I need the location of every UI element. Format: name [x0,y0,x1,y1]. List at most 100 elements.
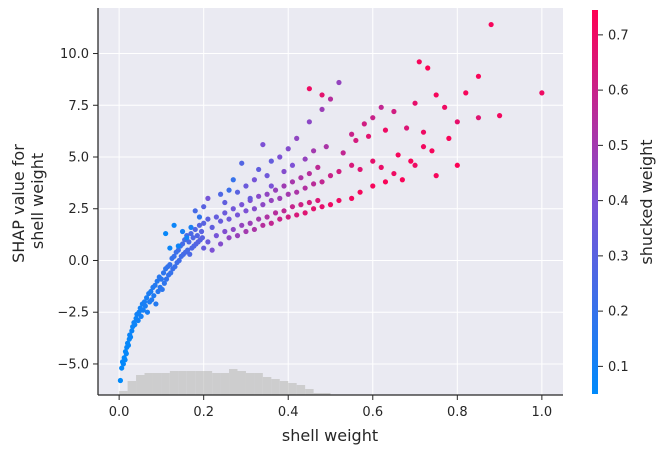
scatter-point-10 [125,342,132,348]
scatter-point-101 [239,222,245,228]
scatter-point-97 [230,226,236,233]
scatter-point-69 [187,251,193,257]
scatter-point-21 [136,309,142,315]
histogram-bar-9 [195,371,204,395]
scatter-point-96 [230,206,236,212]
scatter-point-55 [172,264,178,270]
scatter-point-140 [327,173,334,179]
histogram-bar-3 [144,373,153,395]
scatter-point-45 [161,280,167,286]
scatter-points [117,21,545,384]
y-tick-label-6: 10.0 [60,47,89,62]
scatter-point-160 [184,235,190,241]
scatter-point-131 [302,210,308,216]
scatter-point-191 [488,21,494,28]
x-tick-label-2: 0.4 [278,405,299,420]
scatter-point-179 [370,115,376,121]
scatter-point-203 [217,191,224,197]
scatter-point-221 [408,158,414,164]
scatter-point-108 [256,193,262,199]
scatter-point-62 [179,241,186,247]
histogram-bar-21 [296,385,306,395]
x-tick-label-1: 0.2 [193,405,214,420]
scatter-point-3 [120,361,126,367]
y-axis-title-line-2: shell weight [28,153,47,249]
scatter-point-76 [194,233,200,239]
scatter-point-123 [285,214,291,220]
scatter-point-157 [454,162,460,168]
colorbar-tick-label-6: 0.7 [608,28,629,43]
scatter-point-128 [298,175,304,181]
histogram-bar-17 [262,377,272,395]
y-tick-label-0: −5.0 [57,357,89,372]
scatter-point-182 [403,125,410,131]
scatter-point-129 [298,202,304,208]
histogram-bar-8 [186,371,196,395]
scatter-point-44 [160,270,167,276]
scatter-point-29 [144,309,151,315]
scatter-point-114 [268,197,274,204]
colorbar-tick-label-3: 0.4 [608,194,629,209]
histogram-bar-11 [212,373,221,395]
scatter-point-217 [353,137,359,144]
scatter-point-139 [319,204,325,210]
scatter-point-86 [209,224,215,230]
colorbar-tick-label-4: 0.5 [608,139,629,154]
scatter-point-144 [349,162,355,168]
histogram-bar-14 [237,371,246,395]
scatter-point-136 [315,164,321,170]
scatter-point-202 [226,187,232,193]
histogram-bar-12 [220,373,230,395]
scatter-point-197 [319,92,325,98]
scatter-point-173 [306,119,312,125]
scatter-point-184 [420,129,427,135]
x-tick-label-5: 1.0 [532,405,553,420]
colorbar-tick-label-1: 0.2 [608,305,629,320]
x-ticks: 0.0 0.2 0.4 0.6 0.8 1.0 [109,395,552,420]
scatter-point-87 [209,247,215,253]
scatter-point-193 [425,65,431,71]
scatter-point-172 [294,135,300,141]
y-tick-label-3: 2.5 [68,202,89,217]
plot-background [98,8,563,395]
scatter-point-124 [289,179,296,185]
scatter-point-83 [201,245,207,251]
y-tick-label-1: −2.5 [57,306,89,321]
scatter-point-201 [230,177,236,183]
x-axis-title: shell weight [282,426,378,445]
x-tick-label-4: 0.8 [447,405,468,420]
histogram-bar-1 [127,381,137,395]
scatter-point-188 [463,90,469,96]
scatter-point-162 [201,204,207,210]
scatter-point-194 [475,115,482,121]
scatter-point-218 [365,133,372,139]
scatter-point-115 [268,220,274,226]
scatter-point-212 [289,162,296,168]
scatter-point-38 [154,278,160,284]
scatter-point-151 [382,179,389,185]
scatter-point-169 [256,166,262,173]
scatter-point-180 [378,104,384,110]
scatter-point-13 [127,334,134,340]
scatter-point-177 [349,131,355,137]
scatter-point-135 [310,206,317,212]
scatter-point-59 [176,257,182,264]
scatter-point-161 [179,228,186,235]
scatter-point-116 [272,187,279,193]
scatter-point-88 [213,214,219,220]
scatter-point-91 [217,241,224,247]
scatter-point-196 [306,86,312,92]
scatter-point-171 [285,146,291,152]
histogram-bar-15 [245,373,255,395]
scatter-point-100 [239,202,245,208]
colorbar-tick-label-2: 0.3 [608,249,629,264]
scatter-point-183 [412,100,418,106]
scatter-point-98 [234,212,241,218]
scatter-point-26 [141,299,148,305]
scatter-point-146 [357,166,363,173]
scatter-point-125 [289,204,296,210]
histogram-bar-5 [161,373,170,395]
scatter-point-5 [122,357,128,363]
scatter-point-141 [327,202,334,208]
scatter-point-153 [399,177,405,183]
